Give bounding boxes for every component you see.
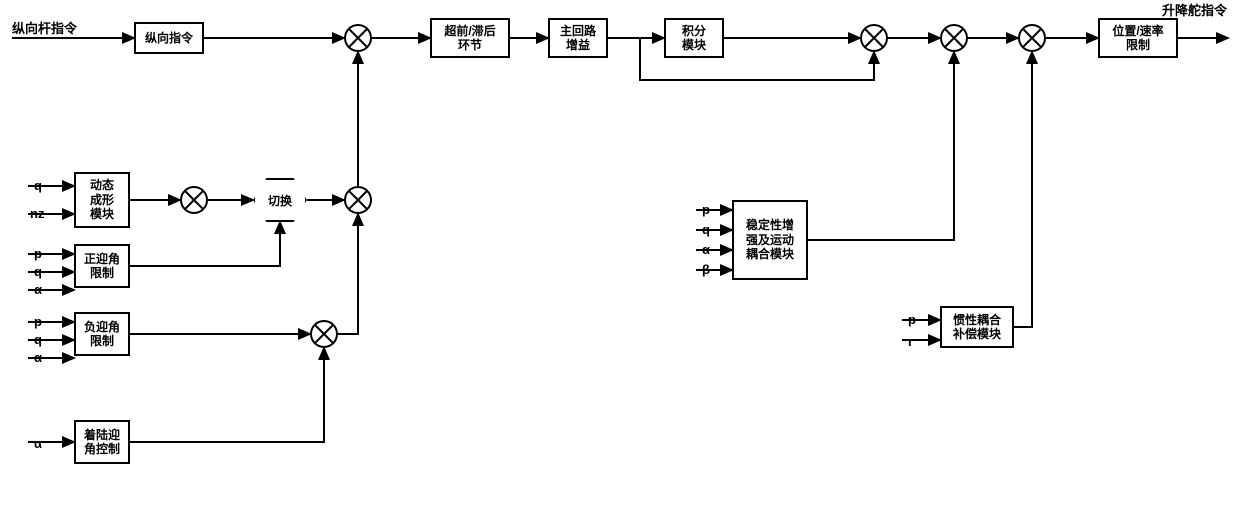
- signal-label: p: [908, 312, 916, 327]
- signal-label: q: [34, 332, 42, 347]
- summer-main1: [344, 24, 372, 52]
- signal-label: nz: [30, 206, 44, 221]
- signal-label: p: [34, 246, 42, 261]
- summer-out1: [860, 24, 888, 52]
- block-main-gain: 主回路增益: [548, 18, 608, 58]
- block-integral: 积分模块: [664, 18, 724, 58]
- block-dyn-shape: 动态成形模块: [74, 172, 130, 228]
- signal-label: α: [34, 436, 42, 451]
- block-long-cmd: 纵向指令: [134, 22, 204, 54]
- signal-label: q: [34, 178, 42, 193]
- signal-label: α: [34, 282, 42, 297]
- hex-switch: 切换: [253, 178, 307, 222]
- block-land-aoa: 着陆迎角控制: [74, 420, 130, 464]
- output-label: 升降舵指令: [1162, 0, 1227, 19]
- summer-switch: [180, 186, 208, 214]
- summer-neg: [310, 320, 338, 348]
- block-lead-lag: 超前/滞后环节: [430, 18, 510, 58]
- wiring-layer: [0, 0, 1240, 505]
- signal-label: q: [34, 264, 42, 279]
- signal-label: β: [702, 262, 710, 277]
- block-neg-aoa: 负迎角限制: [74, 312, 130, 356]
- signal-label: r: [908, 334, 913, 349]
- summer-mid: [344, 186, 372, 214]
- signal-label: p: [702, 202, 710, 217]
- signal-label: α: [702, 242, 710, 257]
- block-inertia: 惯性耦合补偿模块: [940, 306, 1014, 348]
- input-label: 纵向杆指令: [12, 18, 77, 37]
- block-pos-aoa: 正迎角限制: [74, 244, 130, 288]
- signal-label: q: [702, 222, 710, 237]
- signal-label: p: [34, 314, 42, 329]
- block-pos-rate: 位置/速率限制: [1098, 18, 1178, 58]
- summer-out3: [1018, 24, 1046, 52]
- signal-label: α: [34, 350, 42, 365]
- summer-out2: [940, 24, 968, 52]
- block-stab-couple: 稳定性增强及运动耦合模块: [732, 200, 808, 280]
